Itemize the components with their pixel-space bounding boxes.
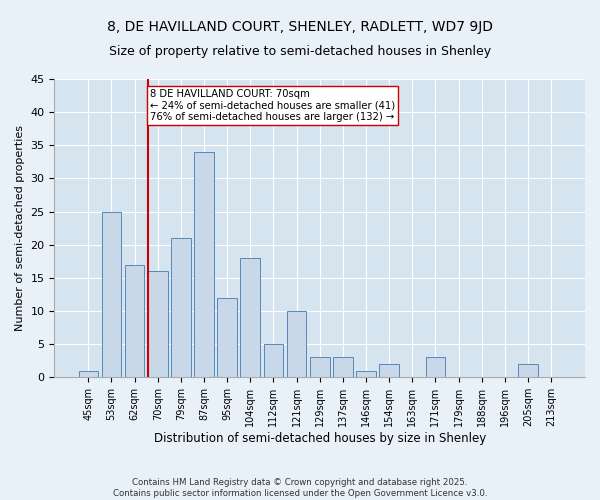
Bar [217, 298, 237, 378]
Bar [379, 364, 399, 378]
Text: 8 DE HAVILLAND COURT: 70sqm
← 24% of semi-detached houses are smaller (41)
76% o: 8 DE HAVILLAND COURT: 70sqm ← 24% of sem… [149, 89, 395, 122]
Bar [241, 258, 260, 378]
Bar [333, 358, 353, 378]
Bar [263, 344, 283, 378]
Bar [125, 264, 145, 378]
Bar [425, 358, 445, 378]
Text: Size of property relative to semi-detached houses in Shenley: Size of property relative to semi-detach… [109, 45, 491, 58]
Bar [171, 238, 191, 378]
Bar [518, 364, 538, 378]
Bar [194, 152, 214, 378]
Bar [310, 358, 329, 378]
Bar [356, 370, 376, 378]
Text: Contains HM Land Registry data © Crown copyright and database right 2025.
Contai: Contains HM Land Registry data © Crown c… [113, 478, 487, 498]
Bar [101, 212, 121, 378]
Bar [148, 272, 167, 378]
Bar [79, 370, 98, 378]
Bar [287, 311, 307, 378]
Text: 8, DE HAVILLAND COURT, SHENLEY, RADLETT, WD7 9JD: 8, DE HAVILLAND COURT, SHENLEY, RADLETT,… [107, 20, 493, 34]
X-axis label: Distribution of semi-detached houses by size in Shenley: Distribution of semi-detached houses by … [154, 432, 486, 445]
Y-axis label: Number of semi-detached properties: Number of semi-detached properties [15, 125, 25, 331]
